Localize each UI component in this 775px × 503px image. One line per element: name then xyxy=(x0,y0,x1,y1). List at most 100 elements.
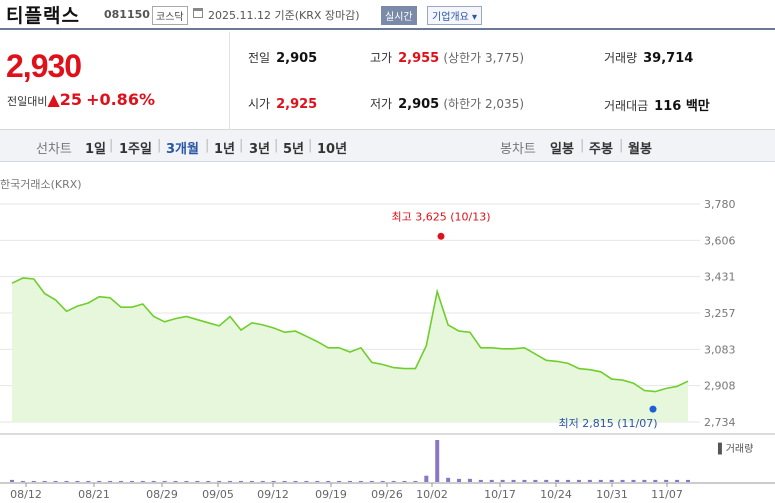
volume-bar xyxy=(129,480,134,482)
current-price: 2,930 xyxy=(6,48,82,84)
volume-bar xyxy=(10,479,14,482)
volume-bar xyxy=(402,480,407,482)
chart-source: 한국거래소(KRX) xyxy=(0,178,82,191)
volume-bar xyxy=(20,480,25,482)
high-value: 2,955 xyxy=(398,51,440,66)
x-tick-label: 10/24 xyxy=(540,488,572,501)
volume-bar xyxy=(653,479,658,482)
volume-bar xyxy=(533,479,538,482)
volume-bar xyxy=(162,480,167,482)
volume-bar xyxy=(675,479,680,482)
low-label: 저가 xyxy=(370,97,393,111)
line-chart-label: 선차트 xyxy=(36,142,72,157)
volume-bar xyxy=(173,480,178,482)
x-axis-ticks: 08/12 08/21 08/29 09/05 09/12 09/19 09/26 10/02… xyxy=(10,483,683,501)
reference-date: 2025.11.12 기준(KRX 장마감) xyxy=(208,9,360,22)
candle-weekly[interactable]: 주봉 xyxy=(589,142,613,157)
volume-bar xyxy=(467,478,472,482)
volume-bar xyxy=(446,477,451,482)
candle-monthly[interactable]: 월봉 xyxy=(628,142,652,157)
stock-name: 티플랙스 xyxy=(6,5,80,27)
x-tick-label: 10/17 xyxy=(484,488,516,501)
period-5y[interactable]: 5년 xyxy=(283,142,305,157)
volume-bar xyxy=(424,475,429,482)
volume-bar xyxy=(369,480,374,482)
x-tick-label: 10/02 xyxy=(416,488,448,501)
volume-bar xyxy=(217,480,222,482)
period-10y[interactable]: 10년 xyxy=(317,142,348,157)
x-tick-label: 08/29 xyxy=(146,488,178,501)
stock-header: 티플랙스 081150 코스닥 2025.11.12 기준(KRX 장마감) 실… xyxy=(0,0,775,30)
volume: 거래량 39,714 xyxy=(604,49,693,66)
realtime-button[interactable]: 실시간 xyxy=(381,6,417,25)
divider: | xyxy=(580,138,585,153)
volume-bar xyxy=(228,480,233,482)
volume-bar xyxy=(195,480,200,482)
price-box: 2,930 전일대비▲25 +0.86% xyxy=(0,32,230,130)
volume-bar xyxy=(587,479,592,482)
volume-bars xyxy=(10,440,690,482)
volume-bar xyxy=(555,479,560,482)
volume-bar xyxy=(337,480,342,482)
quote-panel: 2,930 전일대비▲25 +0.86% 전일 2,905 고가 2,955 (상한가… xyxy=(0,32,775,130)
x-tick-label: 08/21 xyxy=(78,488,110,501)
volume-bar xyxy=(53,480,58,482)
divider: | xyxy=(239,138,244,153)
stock-code: 081150 xyxy=(104,8,150,21)
amount-label: 거래대금 xyxy=(604,99,649,113)
divider: | xyxy=(619,138,624,153)
x-tick-label: 09/05 xyxy=(202,488,234,501)
volume-bar xyxy=(631,479,636,482)
change-percent: +0.86% xyxy=(86,90,155,109)
volume-bar xyxy=(151,480,156,482)
lower-limit: (하한가 2,035) xyxy=(443,97,525,111)
candle-daily[interactable]: 일봉 xyxy=(550,142,574,157)
period-3m[interactable]: 3개월 xyxy=(166,142,199,157)
high-marker xyxy=(437,232,445,240)
y-tick-label: 2,734 xyxy=(704,416,736,429)
company-overview-dropdown[interactable]: 기업개요 ▾ xyxy=(427,6,482,25)
volume-bar xyxy=(664,479,669,482)
volume-bar xyxy=(686,479,690,482)
price-area xyxy=(12,278,688,422)
volume-bar xyxy=(238,480,243,482)
y-tick-label: 3,606 xyxy=(704,234,736,247)
volume-bar xyxy=(282,480,287,482)
upper-limit: (상한가 3,775) xyxy=(443,51,525,65)
volume-bar xyxy=(108,480,113,482)
low-value: 2,905 xyxy=(398,97,440,112)
volume-label: ▌거래량 xyxy=(717,442,753,455)
market-badge: 코스닥 xyxy=(152,6,188,25)
x-tick-label: 09/12 xyxy=(257,488,289,501)
volume-bar xyxy=(413,480,418,482)
period-3y[interactable]: 3년 xyxy=(249,142,271,157)
volume-bar xyxy=(489,479,494,482)
change-line: 전일대비▲25 +0.86% xyxy=(7,90,155,109)
period-1d[interactable]: 1일 xyxy=(85,142,107,157)
volume-bar xyxy=(75,480,80,482)
high-price: 고가 2,955 (상한가 3,775) xyxy=(370,49,524,66)
divider: | xyxy=(308,138,313,153)
price-chart: 3,780 3,606 3,431 3,257 3,083 2,908 2,734 08/1… xyxy=(0,198,775,501)
y-tick-label: 3,083 xyxy=(704,343,736,356)
candle-chart-label: 봉차트 xyxy=(500,142,536,157)
volume-bar xyxy=(544,479,549,482)
x-tick-label: 11/07 xyxy=(651,488,683,501)
prev-close: 전일 2,905 xyxy=(248,49,317,66)
x-tick-label: 10/31 xyxy=(596,488,628,501)
trade-amount: 거래대금 116 백만 xyxy=(604,95,710,114)
y-tick-label: 3,257 xyxy=(704,307,736,320)
x-tick-label: 09/26 xyxy=(371,488,403,501)
volume-bar xyxy=(435,440,440,482)
volume-bar xyxy=(511,479,516,482)
y-tick-label: 3,431 xyxy=(704,271,736,284)
period-bar: 선차트 1일 | 1주일 | 3개월 | 1년 | 3년 | 5년 | 10년 … xyxy=(0,130,775,162)
high-annotation: 최고 3,625 (10/13) xyxy=(391,210,490,223)
volume-bar xyxy=(31,480,36,482)
period-1y[interactable]: 1년 xyxy=(214,142,236,157)
volume-bar xyxy=(326,480,331,482)
x-tick-label: 08/12 xyxy=(10,488,42,501)
period-1w[interactable]: 1주일 xyxy=(119,142,152,157)
calendar-icon xyxy=(193,8,203,18)
volume-bar xyxy=(315,480,320,482)
